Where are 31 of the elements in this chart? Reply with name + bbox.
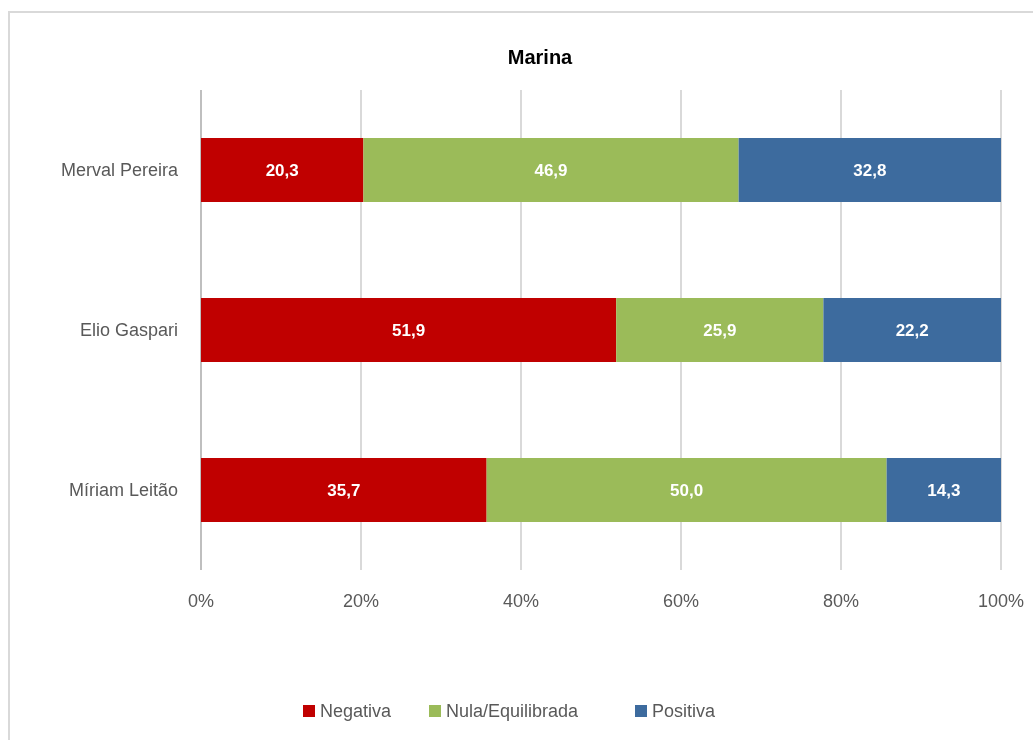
chart-title: Marina xyxy=(507,46,574,68)
data-label: 22,2 xyxy=(895,320,929,340)
bar xyxy=(616,298,824,362)
data-label: 25,9 xyxy=(703,320,737,340)
bar xyxy=(486,458,887,522)
bar xyxy=(823,298,1001,362)
x-tick-label: 20% xyxy=(342,591,380,611)
data-label: 32,8 xyxy=(853,160,887,180)
data-label: 46,9 xyxy=(534,160,568,180)
y-tick-label: Elio Gaspari xyxy=(79,320,178,340)
y-tick-label: Merval Pereira xyxy=(60,160,179,180)
data-label: 51,9 xyxy=(392,320,426,340)
bar xyxy=(201,298,617,362)
bar xyxy=(738,138,1001,202)
data-label: 20,3 xyxy=(265,160,299,180)
x-tick-label: 0% xyxy=(187,591,215,611)
x-tick-label: 40% xyxy=(502,591,540,611)
data-label: 14,3 xyxy=(927,480,961,500)
y-tick-label: Míriam Leitão xyxy=(68,480,178,500)
bar xyxy=(886,458,1001,522)
data-label: 50,0 xyxy=(670,480,704,500)
bar xyxy=(201,138,364,202)
x-tick-label: 100% xyxy=(977,591,1025,611)
legend-label: Negativa xyxy=(320,701,393,721)
bar xyxy=(363,138,739,202)
legend-label: Positiva xyxy=(652,701,717,721)
bar xyxy=(201,458,487,522)
x-tick-label: 80% xyxy=(822,591,860,611)
x-tick-label: 60% xyxy=(662,591,700,611)
data-label: 35,7 xyxy=(327,480,361,500)
legend-label: Nula/Equilibrada xyxy=(446,701,580,721)
